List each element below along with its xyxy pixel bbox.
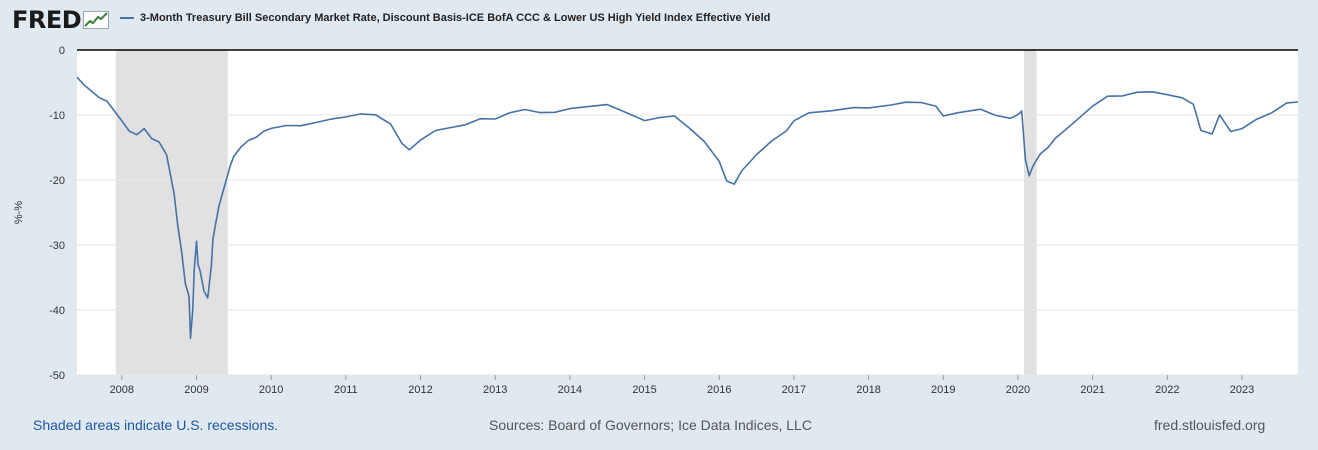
x-tick-label: 2008 [110,384,134,396]
line-chart: 0 -10 -20 -30 -40 -50 2008 2009 2010 2011 2012 2013… [13,45,1299,396]
x-tick-label: 2011 [334,384,358,396]
x-tick-label: 2022 [1155,384,1179,396]
y-tick-label: -20 [49,175,65,187]
fred-graph-icon [83,11,110,29]
site-link[interactable]: fred.stlouisfed.org [1154,417,1266,433]
y-tick-label: -40 [49,305,65,317]
y-tick-label: -10 [49,110,65,122]
recession-band [115,50,228,375]
x-tick-label: 2017 [782,384,806,396]
x-tick-label: 2013 [483,384,507,396]
recession-band [1023,50,1037,375]
plot-area [77,50,1298,375]
legend-line-swatch [120,17,134,19]
y-tick-label: -50 [49,370,65,382]
recessions-note: Shaded areas indicate U.S. recessions. [33,417,279,433]
fred-logo[interactable]: FRED [12,6,110,34]
x-tick-label: 2015 [632,384,656,396]
x-tick-label: 2019 [931,384,955,396]
x-tick-label: 2021 [1080,384,1104,396]
fred-logo-text: FRED [12,6,82,34]
x-tick-label: 2016 [707,384,731,396]
x-tick-label: 2010 [259,384,283,396]
x-tick-label: 2018 [856,384,880,396]
sources-note: Sources: Board of Governors; Ice Data In… [489,417,812,433]
y-tick-label: -30 [49,240,65,252]
x-tick-label: 2014 [558,384,582,396]
legend-label: 3-Month Treasury Bill Secondary Market R… [140,12,771,24]
x-tick-label: 2020 [1006,384,1030,396]
x-tick-label: 2009 [184,384,208,396]
series-line [76,76,1299,340]
y-tick-label: 0 [59,45,65,57]
x-tick-label: 2023 [1230,384,1254,396]
chart-legend: 3-Month Treasury Bill Secondary Market R… [120,12,770,24]
x-tick-label: 2012 [408,384,432,396]
y-axis-label: %-% [13,201,25,224]
